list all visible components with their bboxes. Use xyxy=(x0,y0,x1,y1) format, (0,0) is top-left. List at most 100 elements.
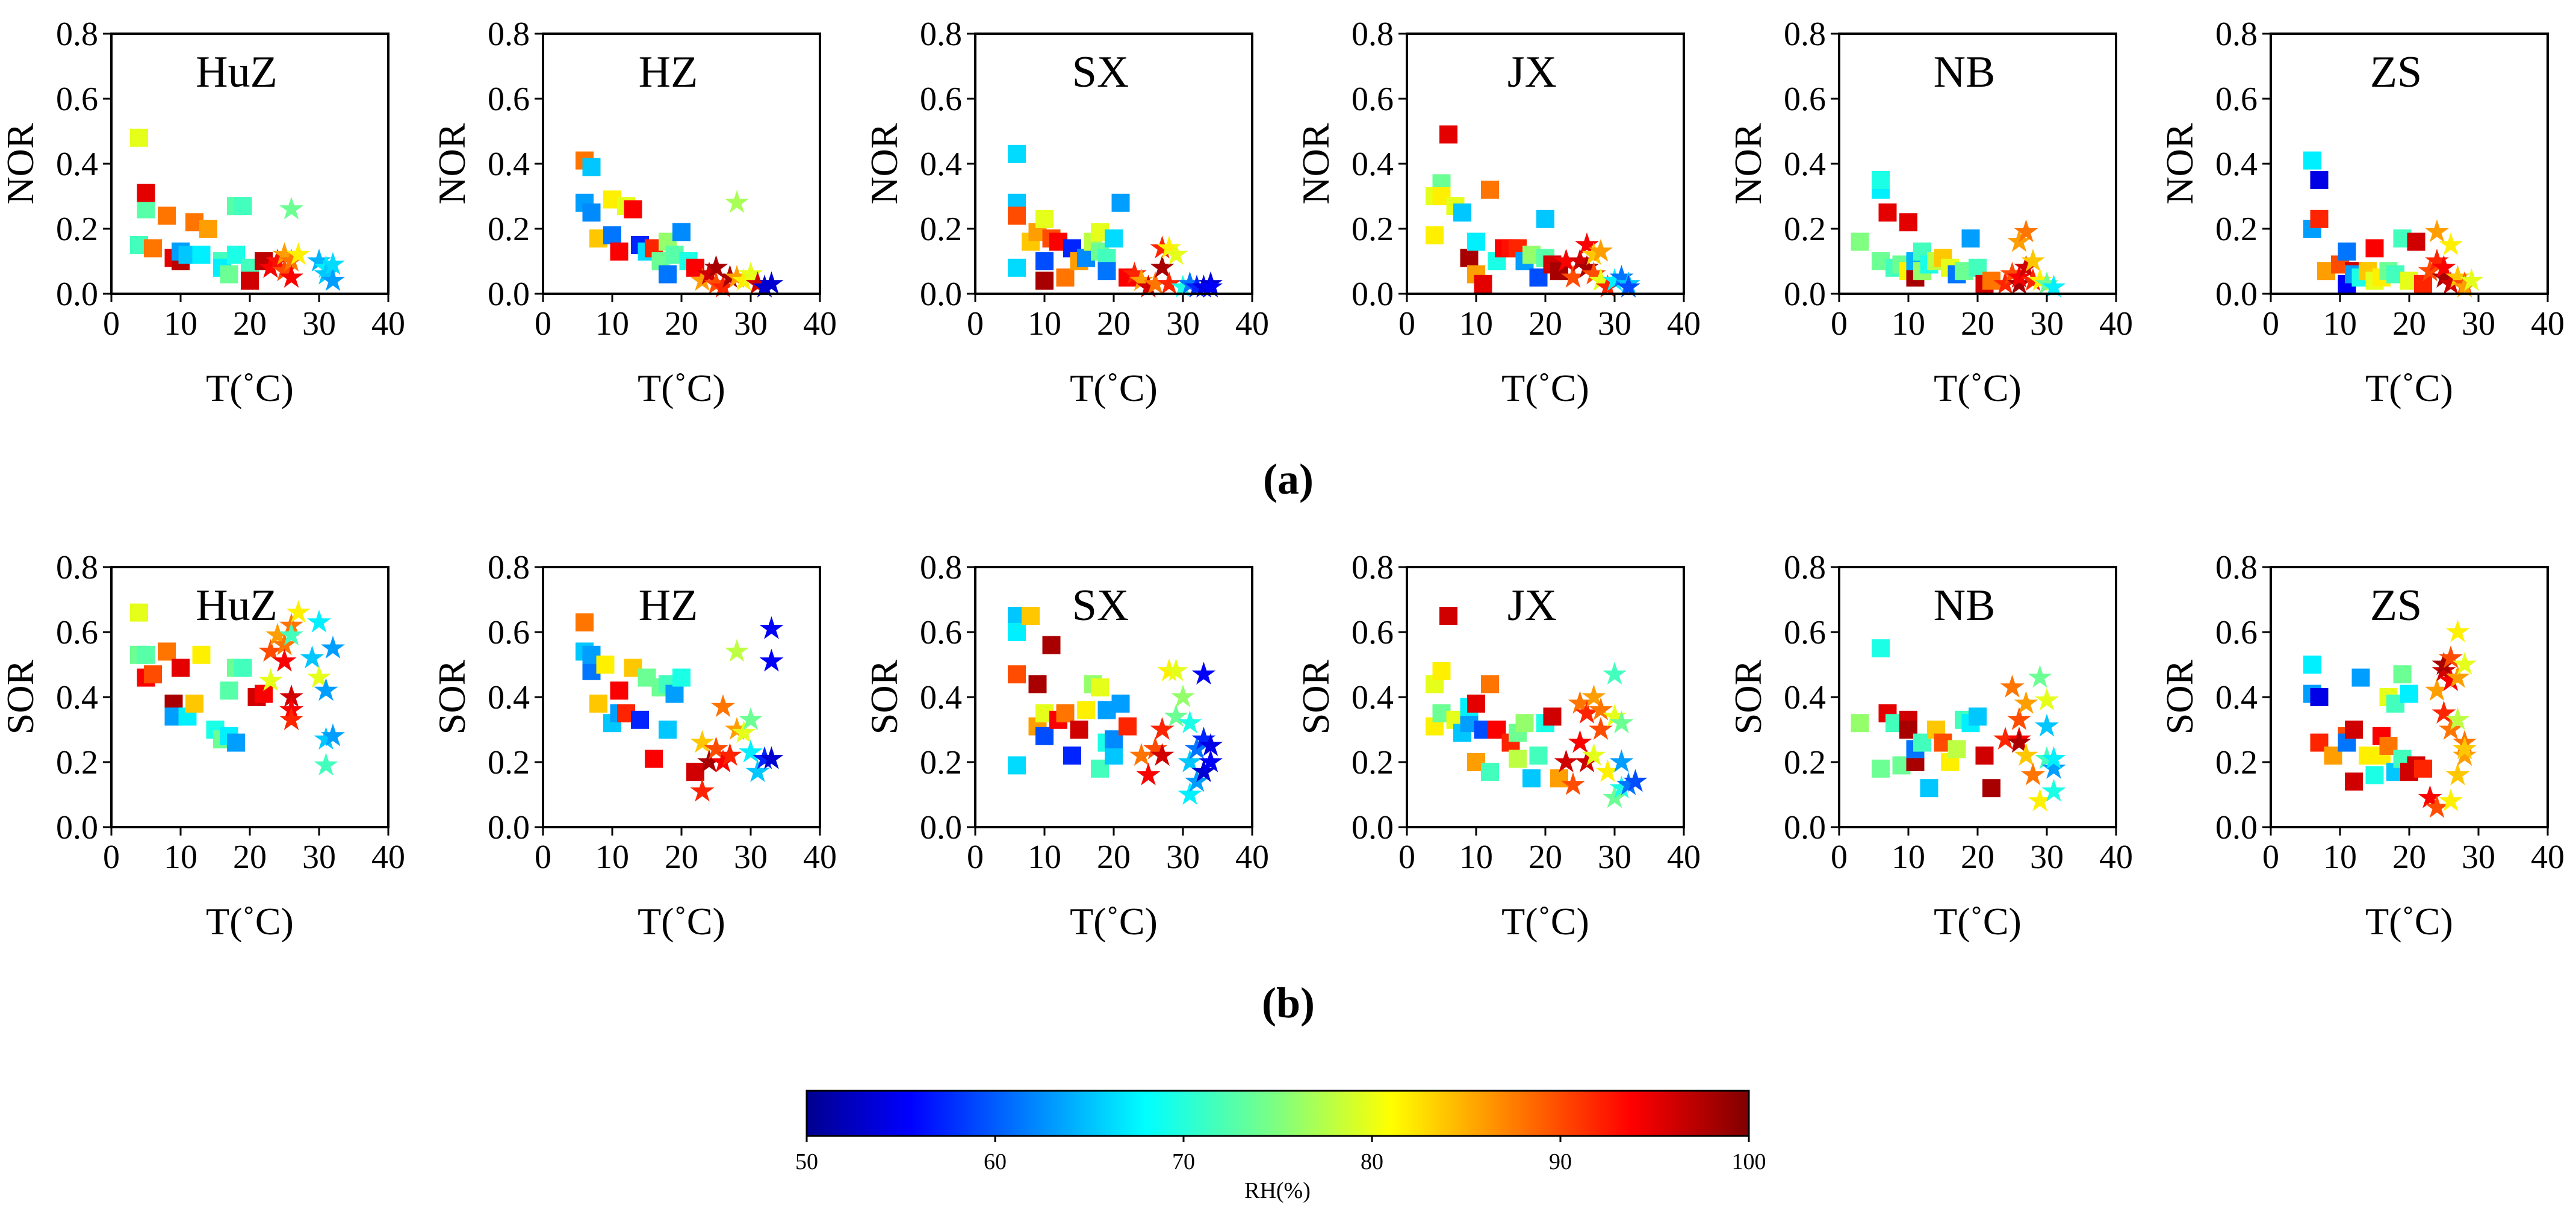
panel-b-huz-x-tick-label: 30 xyxy=(302,839,336,876)
panel-a-huz-subplot: 0 10 20 30 40 0.0 0.2 0.4 0.6 0.8 NOR T(˚C) HuZ xyxy=(0,16,405,409)
panel-b-nb-station-label: NB xyxy=(1934,581,1996,630)
panel-b-nb-square-marker xyxy=(1920,779,1938,798)
panel-b-hz-star-marker xyxy=(711,694,735,718)
panel-b-zs-square-marker xyxy=(2351,668,2370,687)
panel-a-nb-y-tick-label: 0.0 xyxy=(1784,276,1826,313)
panel-b-nb-square-marker xyxy=(1969,707,1987,726)
panel-b-nb-x-tick-label: 40 xyxy=(2099,839,2133,876)
panel-b-sx-star-marker xyxy=(1150,717,1175,740)
panel-b-hz-y-tick-label: 0.8 xyxy=(488,549,530,586)
panel-b-huz-star-marker xyxy=(300,645,324,669)
panel-b-sx-square-marker xyxy=(1070,721,1088,739)
panel-a-jx-square-marker xyxy=(1474,275,1492,293)
colorbar-ticks: 50 60 70 80 90 100 xyxy=(795,1136,1766,1174)
panel-b-hz-subplot: 0 10 20 30 40 0.0 0.2 0.4 0.6 0.8 SOR T(˚C) HZ xyxy=(430,549,837,943)
panel-a-sx-subplot: 0 10 20 30 40 0.0 0.2 0.4 0.6 0.8 NOR T(˚C) SX xyxy=(863,16,1269,409)
panel-a-nb-square-marker xyxy=(1899,213,1917,232)
panel-a-nb-square-marker xyxy=(1961,229,1980,248)
panel-b-zs-y-tick-label: 0.6 xyxy=(2215,614,2258,651)
panel-a-nb-y-axis-label: NOR xyxy=(1727,123,1769,204)
colorbar-tick-label: 100 xyxy=(1732,1149,1766,1174)
panel-a-huz-y-tick-label: 0.8 xyxy=(56,16,98,53)
panel-a-sx-station-label: SX xyxy=(1072,48,1129,97)
panel-b-zs-square-marker xyxy=(2393,665,2412,684)
panel-b-jx-square-marker xyxy=(1439,607,1457,625)
panel-b-hz-x-tick-label: 0 xyxy=(535,839,551,876)
panel-a-nb-square-marker xyxy=(1872,171,1890,189)
panel-a-zs-x-tick-label: 0 xyxy=(2262,305,2279,343)
panel-b-jx-station-label: JX xyxy=(1507,581,1557,630)
panel-b-hz-square-marker xyxy=(589,694,607,713)
panel-a-sx-square-marker xyxy=(1056,268,1075,287)
panel-b-sx-square-marker xyxy=(1063,746,1081,765)
panel-a-huz-x-tick-label: 10 xyxy=(164,305,197,343)
panel-a-nb-y-tick-label: 0.4 xyxy=(1784,146,1826,183)
panel-b-sx-y-tick-label: 0.4 xyxy=(920,679,962,716)
panel-b-sx-y-tick-label: 0.0 xyxy=(920,809,962,846)
panel-a-sx-star-marker xyxy=(1150,255,1175,278)
panel-b-huz-star-marker xyxy=(279,707,303,730)
panel-a-hz-square-marker xyxy=(672,223,691,241)
panel-b-nb-square-marker xyxy=(1948,740,1966,759)
panel-b-sx-square-marker xyxy=(1042,636,1061,654)
panel-b-hz-square-marker xyxy=(659,721,677,739)
panel-a-zs-star-marker xyxy=(2439,232,2463,255)
panel-a-hz-x-axis-label: T(˚C) xyxy=(638,367,725,409)
panel-b-hz-x-tick-label: 30 xyxy=(734,839,768,876)
panel-a-jx-x-tick-label: 30 xyxy=(1598,305,1631,343)
panel-b-zs-y-tick-label: 0.2 xyxy=(2215,744,2258,781)
panel-b-huz-square-marker xyxy=(144,665,162,684)
panel-b-nb-star-marker xyxy=(2028,665,2052,688)
panel-a-jx-x-tick-label: 20 xyxy=(1529,305,1562,343)
panel-b-zs-square-marker xyxy=(2345,772,2363,791)
panel-a-sx-y-tick-label: 0.4 xyxy=(920,146,962,183)
panel-b-jx-square-marker xyxy=(1481,763,1499,781)
panel-b-huz-square-marker xyxy=(137,645,155,664)
panel-a-nb-y-tick-label: 0.6 xyxy=(1784,81,1826,118)
panel-b-jx-x-tick-label: 40 xyxy=(1667,839,1701,876)
colorbar-tick-label: 70 xyxy=(1172,1149,1195,1174)
panel-b-sx-square-marker xyxy=(1111,694,1130,713)
panel-b-hz-y-tick-label: 0.6 xyxy=(488,614,530,651)
panel-a-jx-x-tick-label: 10 xyxy=(1459,305,1493,343)
panel-a-sx-square-marker xyxy=(1008,144,1026,163)
panel-a-zs-x-tick-label: 40 xyxy=(2531,305,2565,343)
panel-b-nb-subplot: 0 10 20 30 40 0.0 0.2 0.4 0.6 0.8 SOR T(˚C) NB xyxy=(1727,549,2133,943)
panel-b-huz-square-marker xyxy=(227,733,245,752)
panel-b-nb-y-tick-label: 0.0 xyxy=(1784,809,1826,846)
panel-b-huz-square-marker xyxy=(220,681,238,700)
panel-a-sx-x-tick-label: 40 xyxy=(1235,305,1269,343)
panel-b-sx-station-label: SX xyxy=(1072,581,1129,630)
panel-a-hz-x-tick-label: 40 xyxy=(803,305,837,343)
panel-b-zs-x-tick-label: 0 xyxy=(2262,839,2279,876)
colorbar-label: RH(%) xyxy=(1244,1178,1311,1203)
panel-a-jx-square-marker xyxy=(1460,249,1479,267)
panel-b-zs-square-marker xyxy=(2365,766,2384,784)
panel-b-sx-square-marker xyxy=(1028,675,1047,693)
panel-b-jx-square-marker xyxy=(1481,675,1499,693)
panel-a-sx-y-tick-label: 0.8 xyxy=(920,16,962,53)
panel-a-jx-square-marker xyxy=(1453,203,1471,222)
panel-b-jx-square-marker xyxy=(1522,769,1541,787)
panel-b-hz-star-marker xyxy=(725,639,749,662)
panel-b-sx-y-tick-label: 0.6 xyxy=(920,614,962,651)
panel-b-sx-x-tick-label: 40 xyxy=(1235,839,1269,876)
panel-a-zs-x-axis-label: T(˚C) xyxy=(2365,367,2453,409)
panel-a-hz-square-marker xyxy=(603,226,621,244)
panel-a-jx-y-tick-label: 0.4 xyxy=(1352,146,1394,183)
panel-b-jx-x-axis-label: T(˚C) xyxy=(1501,900,1589,943)
panel-a-jx-square-marker xyxy=(1426,226,1444,244)
panel-a-hz-station-label: HZ xyxy=(639,48,698,97)
panel-a-sx-square-marker xyxy=(1111,193,1130,212)
panel-a-nb-x-axis-label: T(˚C) xyxy=(1934,367,2022,409)
panel-a-jx-y-tick-label: 0.2 xyxy=(1352,211,1394,248)
panel-a-jx-square-marker xyxy=(1536,209,1554,228)
panel-a-huz-x-tick-label: 30 xyxy=(302,305,336,343)
panel-a-sx-x-tick-label: 0 xyxy=(967,305,984,343)
panel-b-nb-x-axis-label: T(˚C) xyxy=(1934,900,2022,943)
panel-a-jx-x-tick-label: 40 xyxy=(1667,305,1701,343)
panel-b-zs-x-tick-label: 30 xyxy=(2462,839,2495,876)
panel-a-hz-y-tick-label: 0.8 xyxy=(488,16,530,53)
panel-b-jx-y-tick-label: 0.4 xyxy=(1352,679,1394,716)
